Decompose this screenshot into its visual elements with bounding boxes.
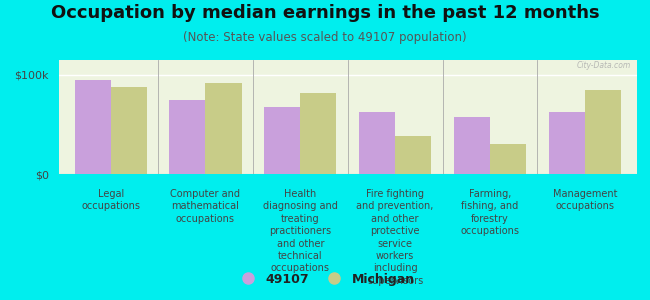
Text: Management
occupations: Management occupations <box>552 189 617 212</box>
Text: Fire fighting
and prevention,
and other
protective
service
workers
including
sup: Fire fighting and prevention, and other … <box>356 189 434 286</box>
Text: Occupation by median earnings in the past 12 months: Occupation by median earnings in the pas… <box>51 4 599 22</box>
Bar <box>585 90 621 174</box>
Bar <box>549 112 585 174</box>
Bar <box>490 144 526 174</box>
Text: Farming,
fishing, and
forestry
occupations: Farming, fishing, and forestry occupatio… <box>460 189 519 236</box>
Legend: 49107, Michigan: 49107, Michigan <box>230 268 420 291</box>
Bar <box>205 83 242 174</box>
Text: Health
diagnosing and
treating
practitioners
and other
technical
occupations: Health diagnosing and treating practitio… <box>263 189 338 273</box>
Bar <box>454 116 490 174</box>
Bar <box>359 112 395 174</box>
Bar <box>395 136 431 174</box>
Text: City-Data.com: City-Data.com <box>577 61 631 70</box>
Bar <box>111 87 147 174</box>
Text: (Note: State values scaled to 49107 population): (Note: State values scaled to 49107 popu… <box>183 32 467 44</box>
Text: Legal
occupations: Legal occupations <box>81 189 140 212</box>
Bar <box>75 80 110 174</box>
Bar <box>300 93 336 174</box>
Bar <box>265 106 300 174</box>
Bar <box>170 100 205 174</box>
Text: Computer and
mathematical
occupations: Computer and mathematical occupations <box>170 189 240 224</box>
